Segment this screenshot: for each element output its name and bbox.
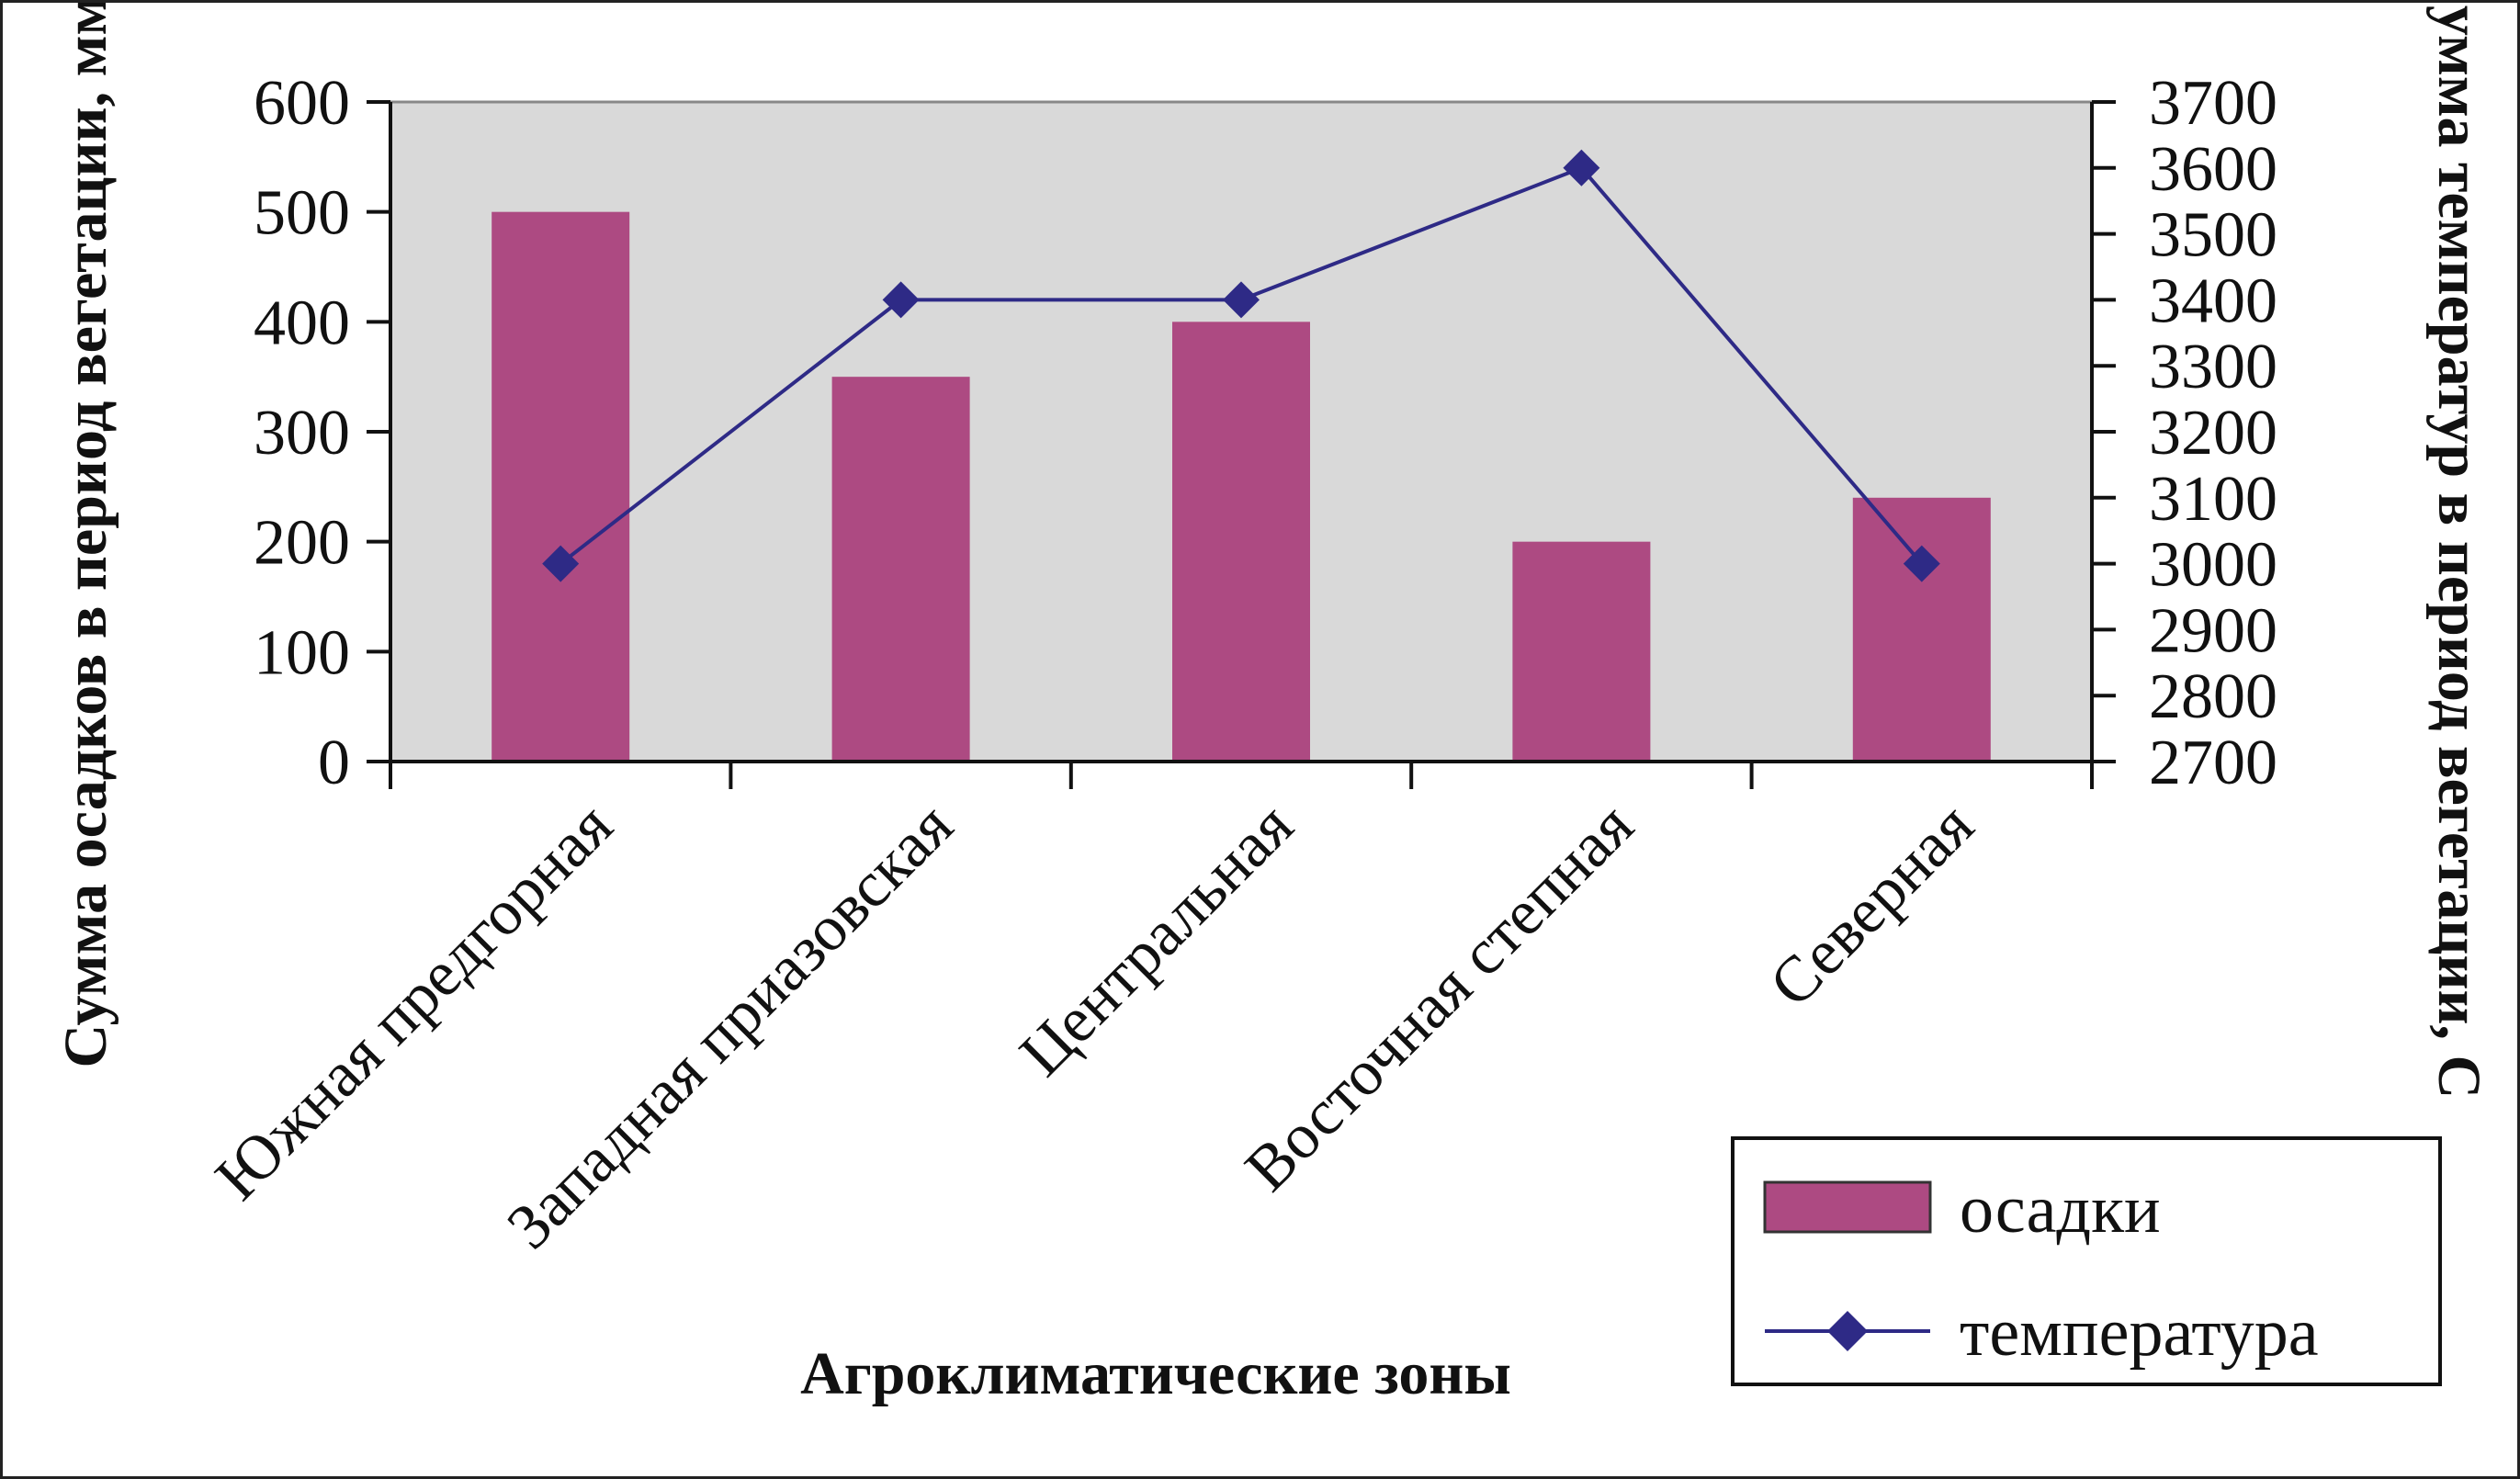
y-tick-label-right: 2900 (2149, 595, 2277, 666)
y-tick-label-left: 200 (254, 508, 350, 579)
y-tick-label-right: 3000 (2149, 530, 2277, 601)
y-axis-title-left: Сумма осадков в период вегетации, мм (52, 3, 119, 1068)
bar (492, 211, 630, 762)
y-tick-label-left: 300 (254, 398, 350, 469)
y-tick-label-left: 100 (254, 617, 350, 688)
y-tick-label-right: 2700 (2149, 728, 2277, 798)
y-tick-label-left: 600 (254, 68, 350, 139)
x-tick-label: Северная (1757, 790, 1987, 1021)
y-tick-label-right: 3100 (2149, 464, 2277, 535)
legend-label-temperatura: температура (1960, 1295, 2319, 1371)
temperature-point (1563, 149, 1600, 186)
temperature-point (542, 545, 580, 582)
y-tick-label-left: 500 (254, 178, 350, 249)
y-axis-title-right: Сумма температур в период вегетации, С (2425, 3, 2492, 1099)
y-tick-label-right: 3300 (2149, 332, 2277, 402)
legend-label-osadki: осадки (1960, 1172, 2161, 1248)
x-axis-title: Агроклиматические зоны (800, 1340, 1511, 1407)
temperature-point (1903, 545, 1940, 582)
combo-chart: 0100200300400500600270028002900300031003… (52, 3, 2492, 1407)
y-tick-label-right: 3400 (2149, 265, 2277, 336)
y-tick-label-right: 3500 (2149, 200, 2277, 271)
y-tick-label-right: 3600 (2149, 134, 2277, 205)
bar (1512, 541, 1651, 762)
temperature-point (882, 281, 920, 319)
bar (1852, 497, 1991, 762)
y-tick-label-right: 3700 (2149, 68, 2277, 139)
line-layer (542, 149, 1940, 582)
y-tick-label-left: 400 (254, 288, 350, 358)
bars-layer (492, 211, 1991, 762)
legend-marker-temperatura (1827, 1311, 1868, 1351)
bar (1172, 322, 1310, 762)
y-tick-label-right: 2800 (2149, 661, 2277, 732)
legend-swatch-osadki (1763, 1180, 1932, 1234)
legend: осадки температура (1731, 1136, 2442, 1386)
y-tick-label-left: 0 (318, 728, 350, 798)
x-tick-label: Центральная (1007, 790, 1307, 1090)
y-tick-label-right: 3200 (2149, 398, 2277, 469)
temperature-point (1223, 281, 1260, 319)
bar (831, 377, 970, 762)
